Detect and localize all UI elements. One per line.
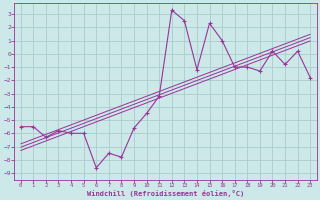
X-axis label: Windchill (Refroidissement éolien,°C): Windchill (Refroidissement éolien,°C) xyxy=(87,190,244,197)
